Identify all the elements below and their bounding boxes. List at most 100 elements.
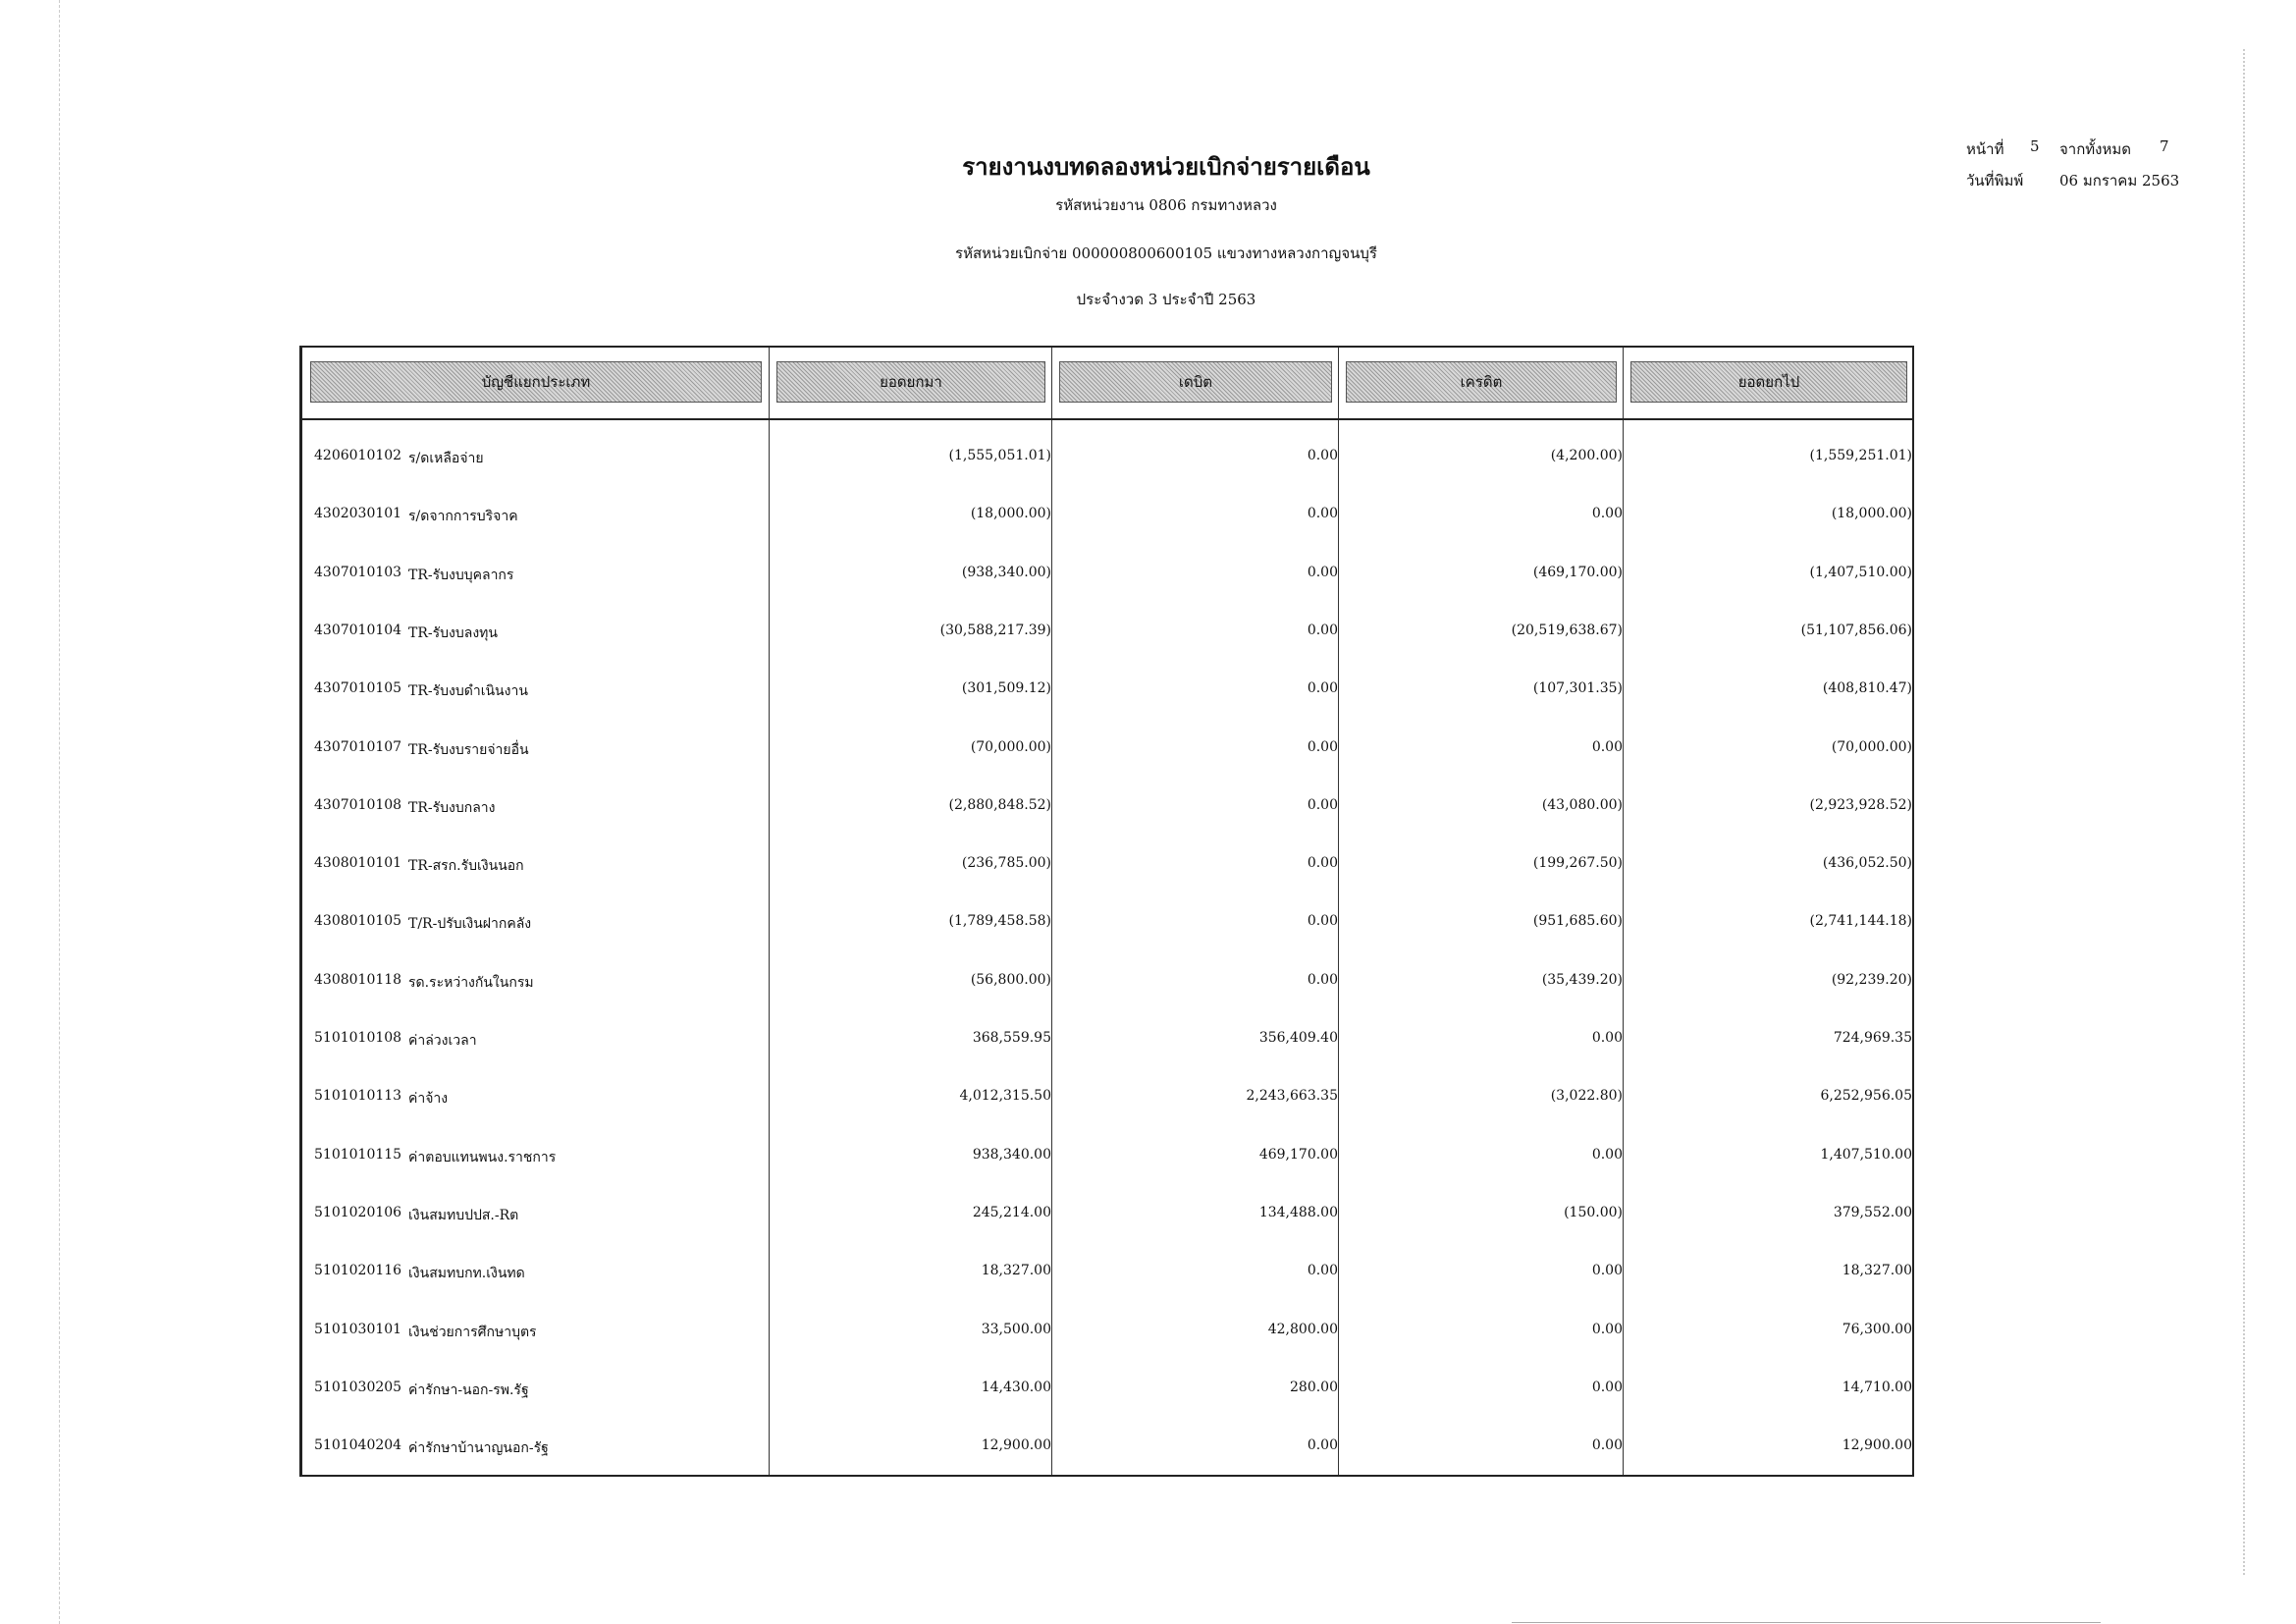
debit-value: 356,409.40 [1258,1030,1338,1046]
carried-forward-value: (1,407,510.00) [1809,564,1912,580]
table-row: 4308010105 T/R-ปรับเงินฝากคลัง (1,789,458.… [302,893,1912,951]
account-code: 5101040204 [314,1437,402,1454]
credit-value: (4,200.00) [1550,448,1623,463]
debit-value: 0.00 [1307,680,1338,697]
account-name: T/R-ปรับเงินฝากคลัง [408,916,532,933]
account-code: 4308010118 [314,971,402,988]
brought-forward-value: 33,500.00 [981,1321,1051,1337]
table-row: 5101010115 ค่าตอบแทนพนง.ราชการ 938,340.00 4… [302,1127,1912,1185]
account-name: TR-รับงบรายจ่ายอื่น [408,741,529,758]
page-label: หน้าที่ [1966,140,2004,158]
report-period: ประจำงวด 3 ประจำปี 2563 [1076,291,1256,308]
brought-forward-value: (18,000.00) [970,506,1051,522]
total-pages: 7 [2160,137,2169,155]
credit-value: 0.00 [1591,1379,1623,1395]
account-name: ค่ารักษาบ้านาญนอก-รัฐ [408,1440,549,1457]
credit-value: (951,685.60) [1532,913,1623,930]
account-code: 5101010115 [314,1146,402,1163]
credit-value: (20,519,638.67) [1511,622,1623,638]
account-code: 4308010105 [314,913,402,930]
debit-value: 0.00 [1307,971,1338,988]
debit-value: 0.00 [1307,1263,1338,1279]
credit-value: (469,170.00) [1532,564,1623,580]
carried-forward-value: 379,552.00 [1833,1204,1912,1220]
brought-forward-value: (30,588,217.39) [939,622,1051,638]
debit-value: 134,488.00 [1258,1204,1338,1220]
table-row: 5101010113 ค่าจ้าง 4,012,315.50 2,243,663.3… [302,1068,1912,1126]
scan-edge-right [2243,49,2245,1575]
table-row: 4307010105 TR-รับงบดำเนินงาน (301,509.12) 0… [302,661,1912,719]
header-account: บัญชีแยกประเภท [310,361,762,403]
table-row: 4206010102 ร/ดเหลือจ่าย (1,555,051.01) 0.00… [302,428,1912,486]
account-code: 4307010107 [314,738,402,755]
debit-value: 0.00 [1307,913,1338,930]
account-name: ค่ารักษา-นอก-รพ.รัฐ [408,1381,529,1398]
trial-balance-table: บัญชีแยกประเภท ยอดยกมา เดบิต เครดิต ยอดย… [299,346,1914,1477]
print-date: 06 มกราคม 2563 [2059,172,2180,189]
table-row: 5101020116 เงินสมทบกท.เงินทด 18,327.00 0.00… [302,1243,1912,1301]
account-name: TR-สรก.รับเงินนอก [408,858,524,875]
carried-forward-value: (2,923,928.52) [1809,796,1912,813]
carried-forward-value: (436,052.50) [1822,855,1912,872]
credit-value: (107,301.35) [1532,680,1623,697]
account-name: ค่าล่วงเวลา [408,1033,477,1049]
account-code: 5101020106 [314,1204,402,1220]
account-name: TR-รับงบกลาง [408,799,496,816]
credit-value: (35,439.20) [1541,971,1623,988]
credit-value: 0.00 [1591,1321,1623,1337]
carried-forward-value: 76,300.00 [1842,1321,1912,1337]
brought-forward-value: (236,785.00) [961,855,1051,872]
brought-forward-value: (938,340.00) [961,564,1051,580]
debit-value: 0.00 [1307,796,1338,813]
print-date-label: วันที่พิมพ์ [1966,172,2024,189]
header-debit: เดบิต [1059,361,1332,403]
debit-value: 469,170.00 [1258,1146,1338,1163]
debit-value: 0.00 [1307,855,1338,872]
account-code: 5101010108 [314,1030,402,1046]
account-code: 4302030101 [314,506,402,522]
debit-value: 0.00 [1307,506,1338,522]
table-row: 5101030205 ค่ารักษา-นอก-รพ.รัฐ 14,430.00 28… [302,1360,1912,1418]
carried-forward-value: (92,239.20) [1831,971,1912,988]
total-label: จากทั้งหมด [2059,140,2132,158]
brought-forward-value: (1,789,458.58) [948,913,1051,930]
credit-value: 0.00 [1591,1146,1623,1163]
brought-forward-value: 4,012,315.50 [959,1088,1051,1105]
table-row: 4307010107 TR-รับงบรายจ่ายอื่น (70,000.00)… [302,720,1912,778]
debit-value: 42,800.00 [1267,1321,1338,1337]
brought-forward-value: (2,880,848.52) [948,796,1051,813]
carried-forward-value: (2,741,144.18) [1809,913,1912,930]
carried-forward-value: (18,000.00) [1831,506,1912,522]
account-code: 4307010108 [314,796,402,813]
credit-value: (150.00) [1564,1204,1623,1220]
table-row: 4307010104 TR-รับงบลงทุน (30,588,217.39) 0.… [302,603,1912,661]
carried-forward-value: 6,252,956.05 [1820,1088,1912,1105]
account-name: ค่าจ้าง [408,1091,449,1108]
header-credit: เครดิต [1346,361,1617,403]
credit-value: 0.00 [1591,738,1623,755]
credit-value: 0.00 [1591,1030,1623,1046]
table-row: 5101030101 เงินช่วยการศึกษาบุตร 33,500.00 4… [302,1302,1912,1360]
account-name: ร/ดเหลือจ่าย [408,451,484,466]
account-code: 4308010101 [314,855,402,872]
account-code: 5101030101 [314,1321,402,1337]
page-number: 5 [2030,137,2040,155]
account-name: ร/ดจากการบริจาค [408,509,518,525]
debit-value: 0.00 [1307,1437,1338,1454]
table-row: 5101020106 เงินสมทบปปส.-Rต 245,214.00 134,4… [302,1185,1912,1243]
credit-value: (199,267.50) [1532,855,1623,872]
brought-forward-value: 245,214.00 [972,1204,1051,1220]
account-name: TR-รับงบบุคลากร [408,567,514,583]
scan-line-bottom [1512,1622,2101,1623]
credit-value: (43,080.00) [1541,796,1623,813]
account-code: 4206010102 [314,448,402,463]
credit-value: 0.00 [1591,1263,1623,1279]
account-name: ค่าตอบแทนพนง.ราชการ [408,1149,557,1165]
carried-forward-value: (70,000.00) [1831,738,1912,755]
table-row: 5101010108 ค่าล่วงเวลา 368,559.95 356,409.4… [302,1010,1912,1068]
account-code: 4307010104 [314,622,402,638]
account-name: เงินสมทบปปส.-Rต [408,1207,519,1223]
table-row: 4307010103 TR-รับงบบุคลากร (938,340.00) 0.0… [302,545,1912,603]
table-row: 4308010118 รด.ระหว่างกันในกรม (56,800.00) 0… [302,952,1912,1010]
credit-value: 0.00 [1591,1437,1623,1454]
